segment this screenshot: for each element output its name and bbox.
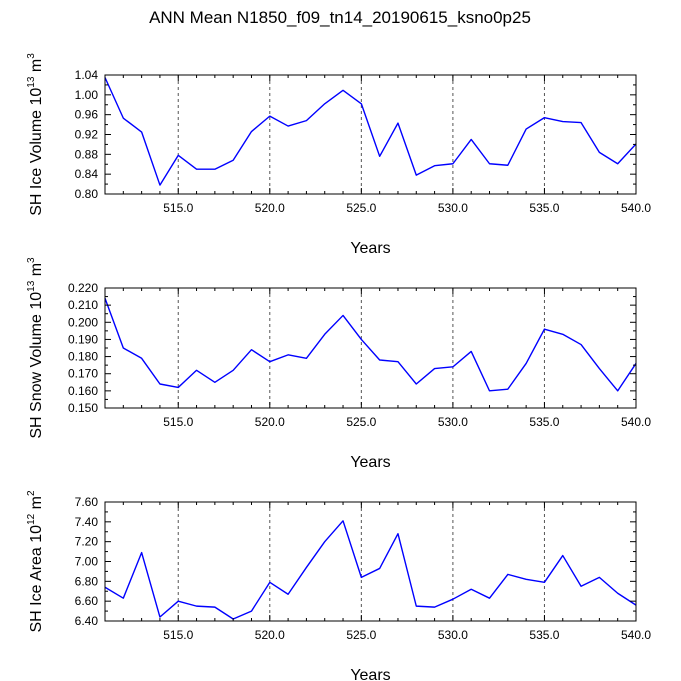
x-tick-label: 530.0 — [438, 415, 468, 429]
x-tick-label: 515.0 — [163, 201, 193, 215]
y-tick-label: 0.88 — [75, 147, 99, 161]
x-tick-label: 520.0 — [255, 628, 285, 642]
series-line — [104, 298, 637, 392]
y-tick-label: 1.00 — [75, 88, 99, 102]
y-tick-label: 6.60 — [75, 594, 99, 608]
y-tick-label: 0.96 — [75, 108, 99, 122]
x-tick-label: 525.0 — [346, 415, 376, 429]
y-tick-label: 0.210 — [68, 298, 98, 312]
series-line — [104, 520, 637, 620]
x-tick-label: 520.0 — [255, 201, 285, 215]
y-tick-label: 0.84 — [75, 167, 99, 181]
x-tick-label: 520.0 — [255, 415, 285, 429]
y-axis-label: SH Ice Area 1012 m2 — [26, 490, 45, 633]
y-tick-label: 0.190 — [68, 332, 98, 346]
x-tick-label: 530.0 — [438, 628, 468, 642]
figure-title: ANN Mean N1850_f09_tn14_20190615_ksno0p2… — [149, 8, 531, 27]
y-tick-label: 0.150 — [68, 401, 98, 415]
plot-frame — [104, 287, 637, 409]
y-tick-label: 0.92 — [75, 128, 99, 142]
y-tick-label: 0.200 — [68, 315, 98, 329]
y-tick-label: 0.80 — [75, 187, 99, 201]
x-axis-label: Years — [350, 240, 390, 257]
y-tick-label: 0.170 — [68, 367, 98, 381]
x-tick-label: 535.0 — [529, 201, 559, 215]
x-axis-label: Years — [350, 667, 390, 681]
y-tick-label: 6.80 — [75, 574, 99, 588]
x-tick-label: 540.0 — [621, 415, 651, 429]
x-tick-label: 515.0 — [163, 415, 193, 429]
y-tick-label: 1.04 — [75, 68, 99, 82]
y-tick-label: 0.220 — [68, 281, 98, 295]
x-tick-label: 540.0 — [621, 628, 651, 642]
x-tick-label: 540.0 — [621, 201, 651, 215]
chart-panel-3: 515.0 520.0 525.0 530.0 535.0 540.0 6.40 6.60 6.… — [26, 490, 651, 681]
x-axis-label: Years — [350, 454, 390, 471]
y-tick-label: 7.40 — [75, 515, 99, 529]
panels: 515.0 520.0 525.0 530.0 535.0 540.0 0.80 0.84 0.… — [26, 53, 651, 681]
y-tick-label: 7.60 — [75, 495, 99, 509]
series-line — [104, 77, 637, 186]
x-tick-label: 535.0 — [529, 628, 559, 642]
plot-frame — [104, 74, 637, 195]
x-tick-label: 515.0 — [163, 628, 193, 642]
y-axis-label: SH Ice Volume 1013 m3 — [26, 53, 45, 216]
x-tick-label: 525.0 — [346, 628, 376, 642]
x-tick-label: 530.0 — [438, 201, 468, 215]
x-tick-label: 535.0 — [529, 415, 559, 429]
y-tick-label: 0.180 — [68, 350, 98, 364]
y-tick-label: 7.20 — [75, 535, 99, 549]
y-tick-label: 0.160 — [68, 384, 98, 398]
chart-panel-2: 515.0 520.0 525.0 530.0 535.0 540.0 0.150 0.160… — [26, 257, 651, 471]
y-tick-label: 7.00 — [75, 555, 99, 569]
chart-panel-1: 515.0 520.0 525.0 530.0 535.0 540.0 0.80 0.84 0.… — [26, 53, 651, 257]
y-tick-label: 6.40 — [75, 614, 99, 628]
x-tick-label: 525.0 — [346, 201, 376, 215]
y-axis-label: SH Snow Volume 1013 m3 — [26, 257, 45, 439]
